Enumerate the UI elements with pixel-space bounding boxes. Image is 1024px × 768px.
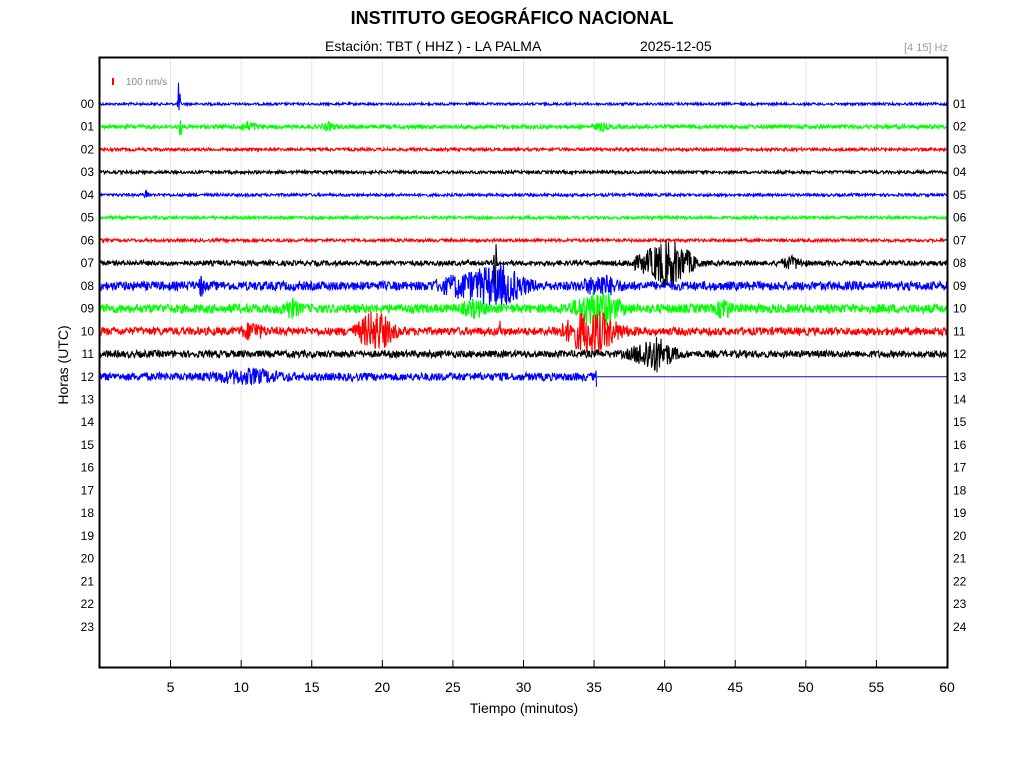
hour-label-right: 06 [953, 211, 967, 225]
trace-hour-3 [99, 168, 948, 176]
x-tick-label: 10 [233, 679, 249, 695]
hour-label-left: 15 [81, 438, 95, 452]
hour-label-left: 05 [81, 211, 95, 225]
hour-label-right: 09 [953, 279, 967, 293]
hour-label-right: 19 [953, 506, 967, 520]
trace-hour-4 [99, 188, 948, 199]
station-label: Estación: TBT ( HHZ ) - LA PALMA [325, 38, 542, 54]
hour-label-right: 16 [953, 438, 967, 452]
trace-hour-12 [99, 367, 598, 387]
hour-label-left: 13 [81, 392, 95, 406]
hour-label-left: 17 [81, 483, 95, 497]
hour-label-left: 09 [81, 302, 95, 316]
x-tick-label: 20 [375, 679, 391, 695]
hour-label-left: 08 [81, 279, 95, 293]
hour-label-right: 04 [953, 165, 967, 179]
hour-label-left: 10 [81, 324, 95, 338]
hour-label-right: 11 [953, 324, 966, 338]
chart-title: INSTITUTO GEOGRÁFICO NACIONAL [350, 8, 674, 28]
x-tick-label: 55 [869, 679, 885, 695]
hour-label-right: 17 [953, 461, 967, 475]
trace-hour-9 [99, 291, 948, 329]
hour-label-left: 04 [81, 188, 95, 202]
trace-hour-8 [99, 264, 948, 308]
hour-label-left: 22 [81, 597, 95, 611]
hour-label-left: 20 [81, 552, 95, 566]
date-label: 2025-12-05 [640, 38, 712, 54]
x-tick-label: 30 [516, 679, 532, 695]
scale-bar: 100 nm/s [112, 77, 167, 88]
hour-label-right: 24 [953, 620, 967, 634]
trace-hour-0 [99, 82, 948, 111]
x-tick-label: 60 [939, 679, 955, 695]
trace-hour-2 [99, 145, 948, 154]
trace-hour-11 [99, 337, 948, 373]
hour-label-left: 03 [81, 165, 95, 179]
x-tick-label: 5 [167, 679, 175, 695]
hour-label-left: 19 [81, 529, 95, 543]
hour-label-right: 02 [953, 120, 967, 134]
hour-label-left: 16 [81, 461, 95, 475]
x-axis-label: Tiempo (minutos) [469, 700, 579, 716]
scale-marker [112, 78, 114, 85]
x-tick-label: 25 [445, 679, 461, 695]
x-tick-label: 15 [304, 679, 320, 695]
left-hour-labels: 00 01 02 03 04 05 06 07 08 09 10 11 12 13 14 15 16 17 18 19… [81, 97, 95, 634]
hour-label-right: 13 [953, 370, 967, 384]
x-ticks: 5 10 15 20 25 30 35 40 45 50 55 60 [167, 660, 955, 695]
x-tick-label: 45 [727, 679, 743, 695]
trace-hour-10 [99, 310, 948, 356]
hour-label-right: 10 [953, 302, 967, 316]
hour-label-right: 08 [953, 256, 967, 270]
hour-label-right: 18 [953, 483, 967, 497]
trace-hour-6 [99, 236, 948, 244]
scale-label: 100 nm/s [126, 77, 167, 88]
y-axis-label: Horas (UTC) [55, 325, 71, 405]
trace-hour-7 [99, 239, 948, 291]
hour-label-right: 21 [953, 552, 967, 566]
hour-label-left: 18 [81, 506, 95, 520]
traces [99, 82, 948, 387]
x-tick-label: 35 [586, 679, 602, 695]
hour-label-left: 12 [81, 370, 95, 384]
hour-label-left: 23 [81, 620, 95, 634]
trace-hour-1 [99, 120, 948, 136]
hour-label-left: 01 [81, 120, 95, 134]
x-tick-label: 40 [657, 679, 673, 695]
hour-label-right: 23 [953, 597, 967, 611]
hour-label-right: 15 [953, 415, 967, 429]
hour-label-left: 06 [81, 233, 95, 247]
trace-hour-5 [99, 214, 948, 222]
hour-label-left: 14 [81, 415, 95, 429]
x-tick-label: 50 [798, 679, 814, 695]
hour-label-left: 02 [81, 142, 95, 156]
hour-label-right: 05 [953, 188, 967, 202]
filter-label: [4 15] Hz [903, 42, 948, 54]
hour-label-right: 07 [953, 233, 967, 247]
right-hour-labels: 01 02 03 04 05 06 07 08 09 10 11 12 13 14 15 16 17 18 19 20… [953, 97, 967, 634]
hour-label-right: 20 [953, 529, 967, 543]
hour-label-right: 12 [953, 347, 967, 361]
plot-frame [98, 56, 949, 669]
hour-label-right: 14 [953, 392, 967, 406]
hour-label-left: 00 [81, 97, 95, 111]
hour-label-left: 11 [82, 347, 95, 361]
hour-label-left: 07 [81, 256, 95, 270]
hour-label-right: 22 [953, 574, 967, 588]
hour-label-right: 03 [953, 142, 967, 156]
hour-label-right: 01 [953, 97, 967, 111]
hour-label-left: 21 [81, 574, 95, 588]
x-grid [170, 58, 877, 667]
